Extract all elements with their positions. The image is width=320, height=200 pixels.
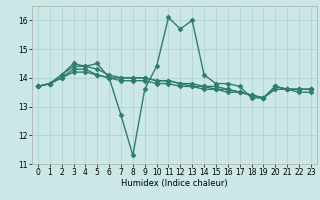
X-axis label: Humidex (Indice chaleur): Humidex (Indice chaleur) xyxy=(121,179,228,188)
